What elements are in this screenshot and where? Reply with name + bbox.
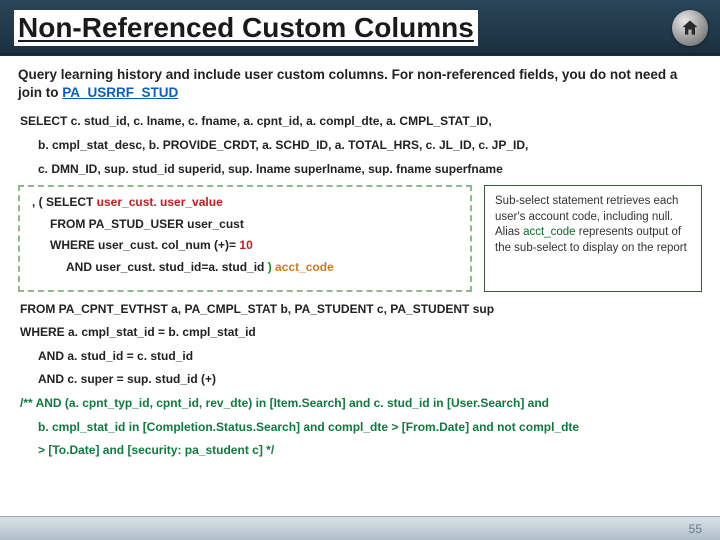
sql-select-line-2: b. cmpl_stat_desc, b. PROVIDE_CRDT, a. S… (18, 138, 702, 154)
annotation-alias: acct_code (523, 226, 575, 238)
header-bar: Non-Referenced Custom Columns (0, 0, 720, 56)
sql-and-1: AND a. stud_id = c. stud_id (18, 349, 702, 365)
sub-line-2: FROM PA_STUD_USER user_cust (30, 217, 460, 233)
sub-l4-alias: acct_code (272, 260, 334, 274)
home-button[interactable] (672, 10, 708, 46)
sql-from: FROM PA_CPNT_EVTHST a, PA_CMPL_STAT b, P… (18, 302, 702, 318)
sql-comment-3: > [To.Date] and [security: pa_student c]… (18, 443, 702, 459)
intro-text: Query learning history and include user … (18, 66, 702, 102)
page-number: 55 (689, 522, 702, 536)
sql-select-line-1: SELECT c. stud_id, c. lname, c. fname, a… (18, 114, 702, 130)
sub-l1-red: user_cust. user_value (97, 195, 223, 209)
sub-l3-red: 10 (239, 238, 252, 252)
sql-select-line-3: c. DMN_ID, sup. stud_id superid, sup. ln… (18, 162, 702, 178)
home-icon (680, 18, 700, 38)
sql-comment-1: /** AND (a. cpnt_typ_id, cpnt_id, rev_dt… (18, 396, 702, 412)
intro-link: PA_USRRF_STUD (62, 85, 178, 100)
sql-where: WHERE a. cmpl_stat_id = b. cmpl_stat_id (18, 325, 702, 341)
sub-line-3: WHERE user_cust. col_num (+)= 10 (30, 238, 460, 254)
sub-l4-pre: AND user_cust. stud_id=a. stud_id (66, 260, 268, 274)
sql-and-2: AND c. super = sup. stud_id (+) (18, 372, 702, 388)
sub-line-4: AND user_cust. stud_id=a. stud_id ) acct… (30, 260, 460, 276)
sql-comment-2: b. cmpl_stat_id in [Completion.Status.Se… (18, 420, 702, 436)
footer-bar: 55 (0, 516, 720, 540)
page-title: Non-Referenced Custom Columns (14, 10, 478, 46)
slide-content: Query learning history and include user … (0, 56, 720, 459)
subselect-row: , ( SELECT user_cust. user_value FROM PA… (18, 185, 702, 291)
sub-line-1: , ( SELECT user_cust. user_value (30, 195, 460, 211)
subselect-box: , ( SELECT user_cust. user_value FROM PA… (18, 185, 472, 291)
sub-l1-pre: , ( SELECT (32, 195, 97, 209)
sub-l3-pre: WHERE user_cust. col_num (+)= (50, 238, 239, 252)
annotation-box: Sub-select statement retrieves each user… (484, 185, 702, 291)
